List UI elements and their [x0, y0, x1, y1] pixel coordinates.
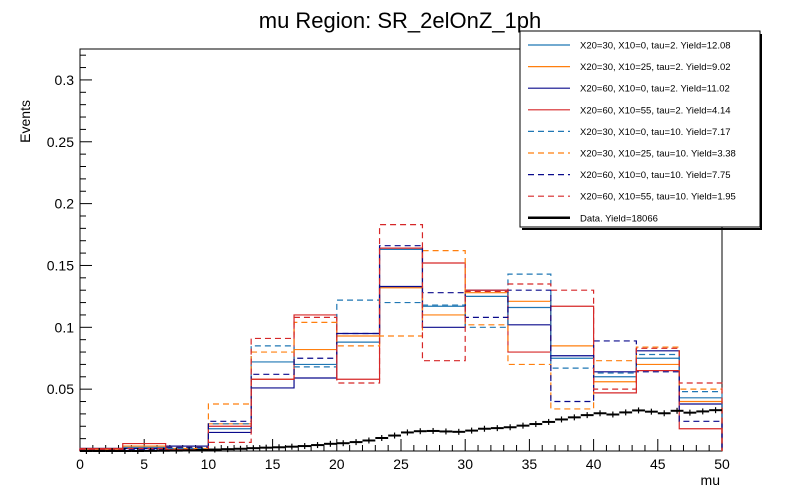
- data-points: [80, 407, 722, 454]
- legend-label: X20=30, X10=25, tau=10. Yield=3.38: [580, 149, 736, 160]
- x-tick-label: 0: [76, 456, 84, 472]
- x-tick-label: 10: [201, 456, 217, 472]
- x-tick-label: 5: [140, 456, 148, 472]
- legend-box: [519, 30, 761, 228]
- x-tick-label: 25: [393, 456, 409, 472]
- legend-label: X20=60, X10=0, tau=2. Yield=11.02: [580, 84, 730, 95]
- x-tick-label: 40: [586, 456, 602, 472]
- y-tick-label: 0.05: [47, 381, 74, 397]
- legend: X20=30, X10=0, tau=2. Yield=12.08 X20=30,…: [519, 30, 762, 230]
- x-tick-label: 15: [265, 456, 281, 472]
- chart-title: mu Region: SR_2elOnZ_1ph: [259, 8, 542, 33]
- x-tick-label: 30: [457, 456, 473, 472]
- y-axis: 0.05 0.1 0.15 0.2 0.25 0.3: [47, 54, 92, 440]
- legend-label: X20=60, X10=55, tau=10. Yield=1.95: [580, 192, 736, 203]
- legend-label: X20=30, X10=0, tau=10. Yield=7.17: [580, 127, 731, 138]
- y-tick-label: 0.25: [47, 134, 74, 150]
- x-tick-label: 20: [329, 456, 345, 472]
- legend-label: X20=60, X10=55, tau=2. Yield=4.14: [580, 105, 731, 116]
- y-tick-label: 0.3: [55, 72, 75, 88]
- legend-label: X20=30, X10=0, tau=2. Yield=12.08: [580, 41, 731, 52]
- legend-label: X20=60, X10=0, tau=10. Yield=7.75: [580, 170, 731, 181]
- y-tick-label: 0.1: [55, 319, 75, 335]
- series-6-histogram: [79, 250, 723, 451]
- x-axis-label: mu: [701, 472, 720, 488]
- y-tick-label: 0.2: [55, 196, 75, 212]
- series-8-histogram: [79, 224, 723, 451]
- y-tick-label: 0.15: [47, 257, 74, 273]
- x-tick-label: 45: [650, 456, 666, 472]
- x-tick-label: 50: [714, 456, 730, 472]
- x-tick-label: 35: [522, 456, 538, 472]
- legend-label: Data. Yield=18066: [580, 213, 658, 224]
- y-axis-label: Events: [17, 100, 33, 143]
- legend-label: X20=30, X10=25, tau=2. Yield=9.02: [580, 62, 731, 73]
